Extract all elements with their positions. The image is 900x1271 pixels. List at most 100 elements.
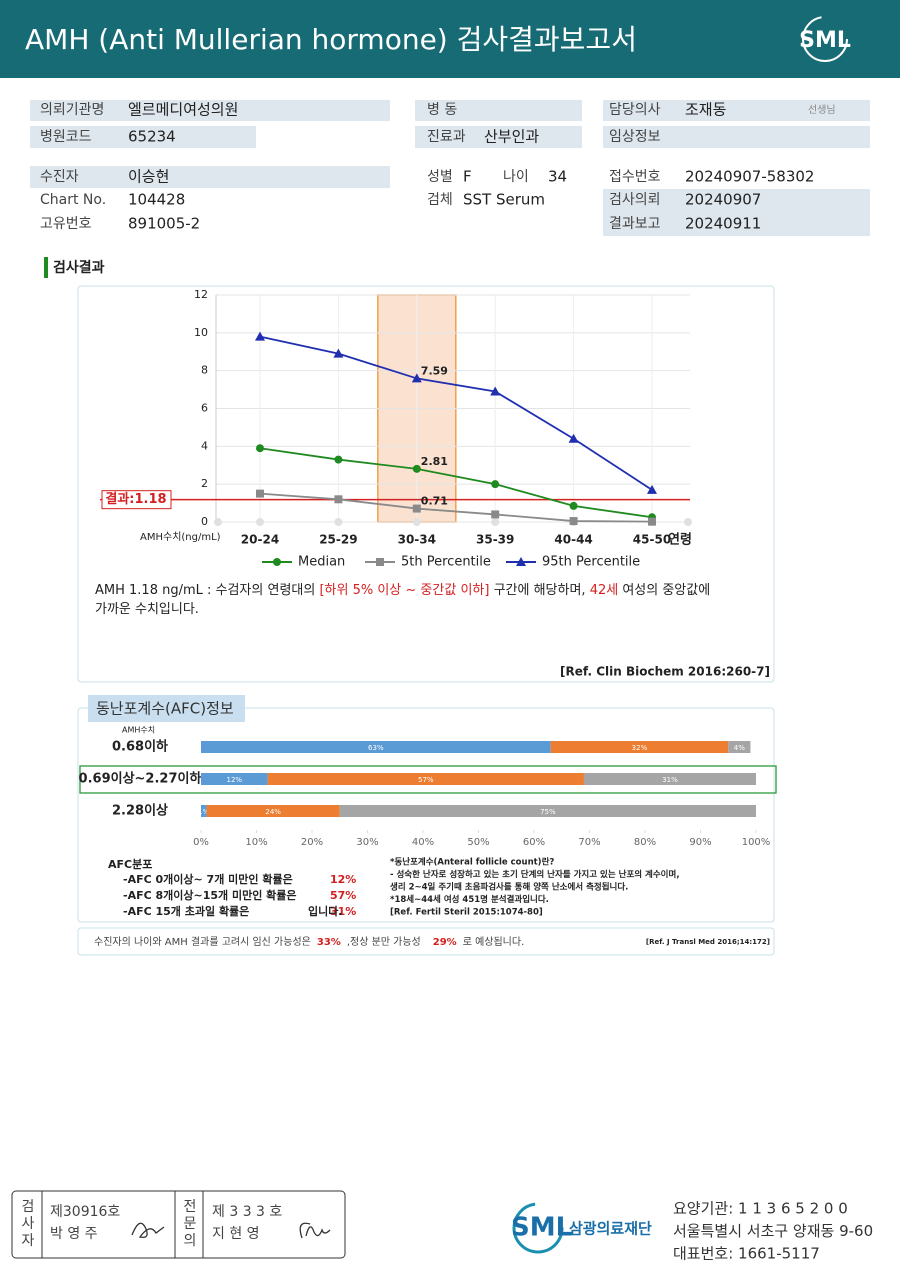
interpretation-part: 가까운 수치입니다.	[95, 602, 199, 617]
x-axis-label: 연령	[668, 533, 692, 548]
pregnancy-box	[77, 927, 775, 956]
field-label: 임상정보	[609, 129, 661, 145]
field-value: 65234	[128, 128, 176, 146]
signature-scribble	[131, 1222, 165, 1238]
field-suffix: 선생님	[808, 104, 836, 116]
chart-panel	[77, 285, 775, 683]
field-value: 20240907	[685, 191, 761, 209]
field-value: SST Serum	[463, 191, 545, 209]
field-value: 산부인과	[484, 128, 539, 146]
field-label: 담당의사	[609, 102, 661, 118]
afc-title: 동난포계수(AFC)정보	[96, 700, 234, 718]
legend-label: 95th Percentile	[542, 555, 640, 570]
point	[491, 510, 500, 519]
bar-segment	[339, 805, 756, 817]
bar-label: 63%	[368, 744, 384, 752]
bar-label: 57%	[418, 776, 434, 784]
bar-segment	[201, 741, 551, 753]
point	[334, 495, 343, 504]
x-tick-label: 25-29	[319, 533, 357, 547]
info-box	[30, 126, 256, 148]
point	[412, 464, 421, 473]
axis-dot	[334, 518, 343, 526]
value-label: 0.71	[421, 495, 448, 508]
afc-title-tab	[88, 695, 245, 722]
afc-value: 31%	[330, 905, 356, 918]
signature-table	[11, 1190, 346, 1259]
x-tick-label: 45-50	[633, 533, 671, 547]
info-box	[30, 166, 390, 188]
bar-segment	[201, 773, 268, 785]
bar-label: 32%	[632, 744, 648, 752]
x-tick-label: 60%	[523, 837, 545, 848]
afc-note: 생리 2~4일 주기때 초음파검사를 통해 양쪽 난소에서 측정됩니다.	[390, 882, 628, 893]
afc-line: -AFC 15개 초과일 확률은	[123, 904, 249, 918]
field-label: 의뢰기관명	[40, 102, 104, 118]
pregnancy-part: 29%	[433, 937, 457, 948]
afc-note: *18세~44세 여성 451명 분석결과입니다.	[390, 894, 549, 905]
field-value: 조재동	[685, 101, 727, 119]
x-tick-label: 100%	[742, 837, 771, 848]
x-tick-label: 10%	[245, 837, 267, 848]
bar-segment	[728, 741, 751, 753]
bar-label: 75%	[540, 808, 556, 816]
section-marker	[44, 257, 48, 278]
reference: [Ref. Clin Biochem 2016:260-7]	[560, 665, 770, 679]
afc-value: 12%	[330, 873, 356, 886]
afc-line: -AFC 8개이상~15개 미만인 확률은	[123, 888, 297, 902]
field-label: 수진자	[40, 169, 79, 185]
signature-name: 박 영 주	[50, 1226, 98, 1242]
bar-segment	[583, 773, 756, 785]
point	[569, 517, 578, 526]
interpretation-line: 가까운 수치입니다.	[95, 602, 199, 617]
footer-logo: SML	[511, 1213, 572, 1243]
field-label: 나이	[503, 169, 529, 185]
interpretation-part: 구간에 해당하며,	[489, 583, 589, 598]
info-box	[415, 126, 582, 148]
point	[569, 501, 578, 510]
x-tick-label: 35-39	[476, 533, 514, 547]
info-box	[30, 100, 390, 121]
footer-line: 대표번호: 1661-5117	[673, 1245, 820, 1263]
series-line	[259, 335, 653, 491]
legend-label: Median	[298, 555, 345, 570]
x-tick-label: 70%	[578, 837, 600, 848]
field-label: 결과보고	[609, 216, 661, 232]
bar-label: 4%	[734, 744, 745, 752]
signature-role: 검사자	[19, 1199, 35, 1250]
x-tick-label: 20-24	[241, 533, 279, 547]
header-bar	[0, 0, 900, 78]
signature-role: 전문의	[181, 1199, 197, 1250]
field-value: 20240907-58302	[685, 168, 814, 186]
interpretation-line: AMH 1.18 ng/mL : 수검자의 연령대의 [하위 5% 이상 ~ 중…	[95, 583, 710, 598]
pregnancy-text: 수진자의 나이와 AMH 결과를 고려시 임신 가능성은 33% ,정상 분만 가능…	[94, 935, 524, 948]
legend-label: 5th Percentile	[401, 555, 491, 570]
point	[255, 331, 265, 341]
field-label: 성별	[427, 169, 453, 185]
pregnancy-part: ,정상 분만 가능성	[347, 936, 421, 948]
row-highlight	[79, 765, 777, 794]
point	[647, 484, 657, 494]
point	[333, 348, 344, 358]
x-tick-label: 30-34	[398, 533, 436, 547]
bar-label: 1%	[198, 808, 209, 816]
signature-number: 제 3 3 3 호	[212, 1204, 282, 1220]
field-value: F	[463, 168, 472, 186]
interpretation-part: 42세	[590, 583, 619, 598]
field-value: 20240911	[685, 215, 761, 233]
section-title: 검사결과	[53, 259, 105, 276]
axis-dot	[256, 518, 264, 526]
afc-note: [Ref. Fertil Steril 2015:1074-80]	[390, 908, 543, 918]
point	[491, 480, 500, 489]
field-label: 고유번호	[40, 216, 92, 232]
afc-note: *동난포계수(Anteral follicle count)란?	[390, 857, 554, 868]
signature-scribble	[299, 1222, 331, 1239]
bar-segment	[201, 805, 207, 817]
series-line	[259, 447, 653, 519]
y-axis-label: AMH수치(ng/mL)	[140, 531, 221, 543]
point	[648, 517, 656, 526]
field-label: 접수번호	[609, 169, 661, 185]
interpretation-part: [하위 5% 이상 ~ 중간값 이하]	[319, 583, 489, 598]
x-tick-label: 20%	[301, 837, 323, 848]
y-tick-label: 0	[201, 515, 208, 528]
